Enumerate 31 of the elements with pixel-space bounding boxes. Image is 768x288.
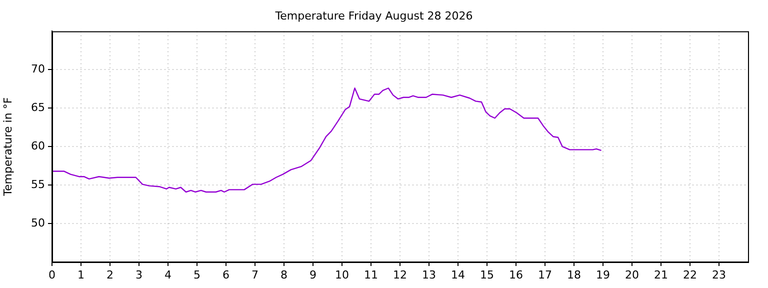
x-tick-label: 18: [567, 268, 581, 282]
x-tick-label: 21: [654, 268, 668, 282]
y-axis-title: Temperature in °F: [1, 97, 14, 197]
x-tick-label: 5: [194, 268, 200, 282]
y-tick-label: 60: [31, 139, 45, 152]
x-tick-label: 16: [509, 268, 523, 282]
x-tick-label: 1: [78, 268, 84, 282]
x-tick-label: 8: [280, 268, 288, 282]
x-tick-label: 20: [625, 268, 639, 282]
x-tick-label: 11: [364, 268, 378, 282]
y-tick-label: 65: [31, 100, 45, 114]
x-tick-label: 2: [106, 268, 114, 282]
x-tick-label: 14: [451, 268, 465, 282]
x-tick-label: 6: [222, 268, 230, 282]
x-tick-label: 19: [596, 268, 610, 282]
y-tick-label: 70: [31, 62, 45, 76]
x-tick-label: 7: [252, 268, 258, 282]
x-tick-label: 12: [393, 268, 407, 282]
x-tick-label: 13: [422, 268, 436, 282]
x-tick-label: 22: [683, 268, 697, 282]
x-tick-label: 10: [335, 268, 349, 282]
x-tick-label: 9: [310, 268, 316, 282]
x-tick-label: 4: [164, 268, 172, 282]
y-tick-label: 55: [31, 178, 45, 191]
x-tick-label: 15: [480, 268, 494, 282]
x-tick-label: 0: [48, 268, 56, 282]
chart-title: Temperature Friday August 28 2026: [274, 9, 473, 22]
x-tick-label: 23: [712, 268, 726, 282]
y-tick-label: 50: [31, 216, 45, 230]
x-tick-label: 17: [538, 268, 552, 282]
x-tick-label: 3: [136, 268, 142, 282]
